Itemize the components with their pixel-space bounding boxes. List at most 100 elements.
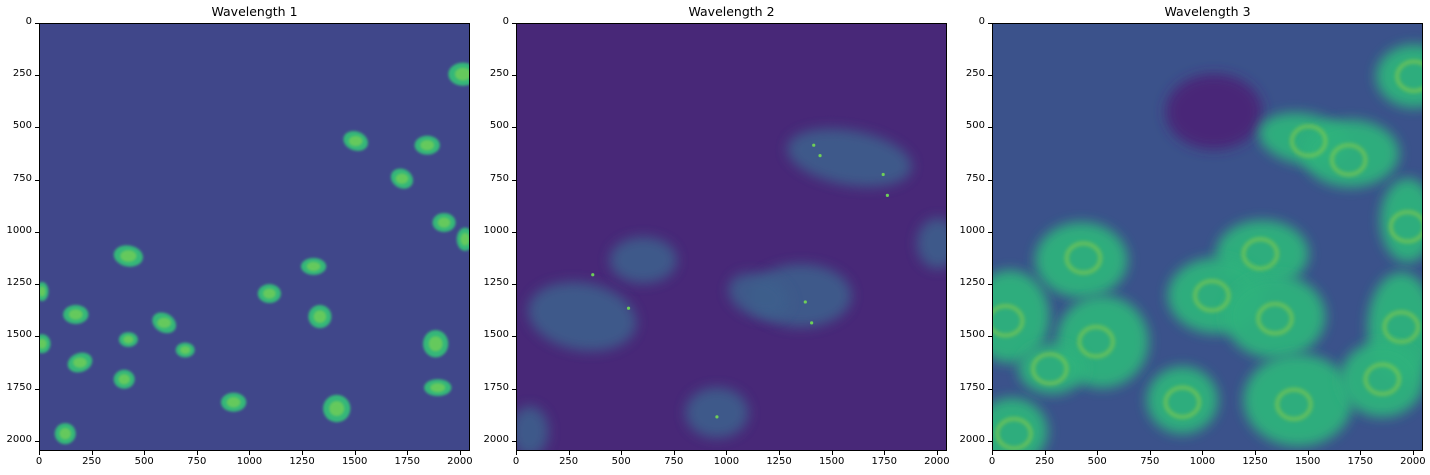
nucleus-outline: [1396, 60, 1422, 92]
cell: [528, 282, 637, 352]
y-tick-label: 1000: [6, 224, 32, 236]
nucleus-outline: [1242, 238, 1279, 270]
image-canvas: [40, 24, 469, 450]
y-tick-label: 1750: [483, 381, 509, 393]
cell: [1340, 341, 1422, 418]
y-tick-label: 750: [965, 172, 985, 184]
nucleus-core: [313, 310, 327, 323]
y-tick-label: 0: [502, 16, 509, 27]
microscopy-image: [516, 23, 947, 451]
y-tick-label: 2000: [6, 433, 32, 445]
y-tick-label: 0: [25, 16, 32, 27]
punctum: [881, 172, 885, 177]
cell: [916, 218, 946, 269]
y-tick-label: 750: [12, 172, 32, 184]
image-canvas: [993, 24, 1422, 450]
panel-title: Wavelength 2: [688, 4, 775, 19]
y-tick-label: 500: [489, 120, 509, 132]
x-tick-label: 1750: [871, 456, 897, 467]
y-tick-label: 1000: [483, 224, 509, 236]
nucleus-core: [59, 427, 72, 440]
y-tick-label: 1750: [6, 381, 32, 393]
nucleus-core: [306, 261, 321, 272]
x-tick-label: 1750: [1347, 456, 1373, 467]
nucleus-core: [430, 383, 446, 393]
punctum: [818, 154, 822, 158]
x-tick-label: 1250: [289, 456, 315, 467]
nucleus-outline: [1065, 242, 1102, 274]
cell: [685, 387, 749, 438]
y-tick-label: 500: [965, 120, 985, 132]
nucleus-core: [454, 67, 469, 81]
nucleus-core: [420, 140, 435, 151]
punctum: [885, 193, 889, 197]
nucleus-outline: [993, 305, 1024, 337]
cell: [609, 237, 677, 284]
cell: [787, 128, 912, 187]
nucleus-core: [180, 345, 191, 355]
x-tick-label: 1500: [1294, 456, 1321, 467]
y-tick-label: 250: [489, 68, 509, 80]
nucleus-outline: [1078, 325, 1114, 358]
cell: [1243, 353, 1353, 447]
x-tick-label: 0: [35, 456, 43, 467]
panel-2: Wavelength 2 0 250 500 750 1000 1250 1500 1750 20…: [477, 0, 950, 475]
nucleus-core: [73, 357, 87, 368]
nucleus-core: [329, 401, 345, 417]
nucleus-core: [348, 135, 363, 147]
nucleus-core: [123, 335, 134, 344]
nucleus-core: [263, 288, 276, 299]
nucleus-core: [40, 338, 47, 349]
x-tick-label: 1000: [713, 456, 740, 467]
x-tick-label: 500: [134, 456, 154, 467]
nucleus-outline: [1276, 388, 1312, 421]
nucleus-outline: [1257, 302, 1293, 335]
image-canvas: [517, 24, 946, 450]
punctum: [715, 415, 719, 419]
panel-1: Wavelength 1 0 250 500 750 1000 1250 1500 1750 20…: [0, 0, 473, 475]
x-tick-label: 750: [187, 456, 207, 467]
y-tick-label: 250: [965, 68, 985, 80]
nucleus-outline: [1383, 311, 1420, 343]
x-tick-label: 500: [1087, 456, 1107, 467]
nucleus-core: [40, 286, 46, 297]
punctum: [626, 306, 631, 310]
nucleus-outline: [1364, 363, 1401, 396]
nucleus-core: [437, 217, 451, 228]
punctum: [812, 143, 816, 147]
nucleus-outline: [1389, 210, 1422, 243]
dark-region: [1165, 73, 1263, 150]
cell: [1018, 343, 1086, 395]
y-tick-label: 1500: [6, 329, 32, 341]
cell: [1224, 274, 1326, 359]
y-tick-label: 1250: [959, 277, 985, 289]
x-tick-label: 2000: [924, 456, 950, 467]
cell: [1035, 222, 1128, 299]
y-tick-label: 500: [12, 120, 32, 132]
x-tick-label: 1250: [766, 456, 792, 467]
x-tick-label: 1000: [236, 456, 263, 467]
nucleus-outline: [1194, 279, 1230, 312]
y-tick-label: 1000: [959, 224, 985, 236]
x-tick-label: 750: [1140, 456, 1160, 467]
punctum: [591, 273, 595, 277]
nucleus-core: [120, 250, 137, 262]
nucleus-outline: [996, 417, 1032, 450]
y-tick-label: 250: [12, 68, 32, 80]
x-tick-label: 250: [82, 456, 102, 467]
y-tick-label: 1750: [959, 381, 985, 393]
x-tick-label: 1500: [341, 456, 368, 467]
x-tick-label: 1750: [394, 456, 420, 467]
nucleus-outline: [1031, 353, 1068, 385]
x-tick-label: 500: [611, 456, 631, 467]
y-tick-label: 0: [978, 16, 985, 27]
cell: [1146, 366, 1219, 434]
punctum: [810, 321, 814, 325]
nucleus-core: [68, 309, 83, 320]
nucleus-core: [226, 397, 241, 408]
nucleus-core: [428, 336, 443, 352]
x-tick-label: 0: [512, 456, 520, 467]
x-tick-label: 1000: [1189, 456, 1216, 467]
nucleus-outline: [1330, 144, 1367, 176]
y-tick-label: 1250: [6, 277, 32, 289]
